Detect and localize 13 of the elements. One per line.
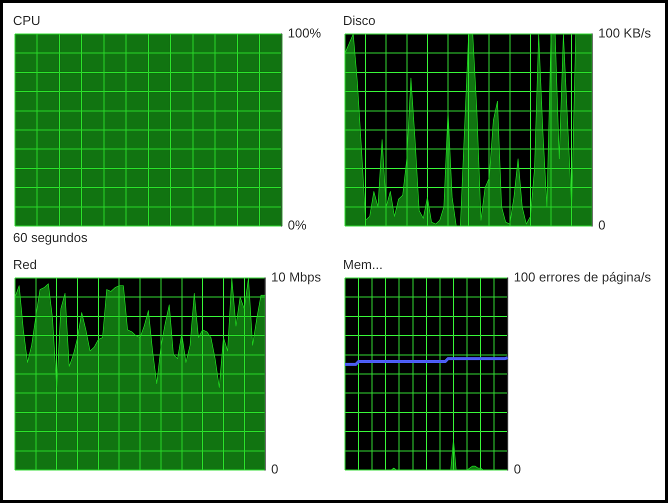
chart-title: CPU [13, 13, 40, 28]
y-tick-label: 0 [514, 462, 521, 477]
y-tick-label: 100 KB/s [598, 26, 652, 41]
y-tick-label: 0 [271, 462, 278, 477]
chart-title: Disco [343, 13, 376, 28]
chart-title: Mem... [343, 257, 383, 272]
x-axis-title: 60 segundos [13, 230, 88, 246]
y-tick-label: 10 Mbps [271, 270, 322, 285]
y-tick-label: 0 [598, 218, 606, 233]
chart-title: Red [13, 257, 37, 272]
y-tick-label: 0% [288, 218, 307, 233]
y-tick-label: 100 errores de página/s [514, 270, 652, 285]
y-tick-label: 100% [288, 26, 322, 41]
